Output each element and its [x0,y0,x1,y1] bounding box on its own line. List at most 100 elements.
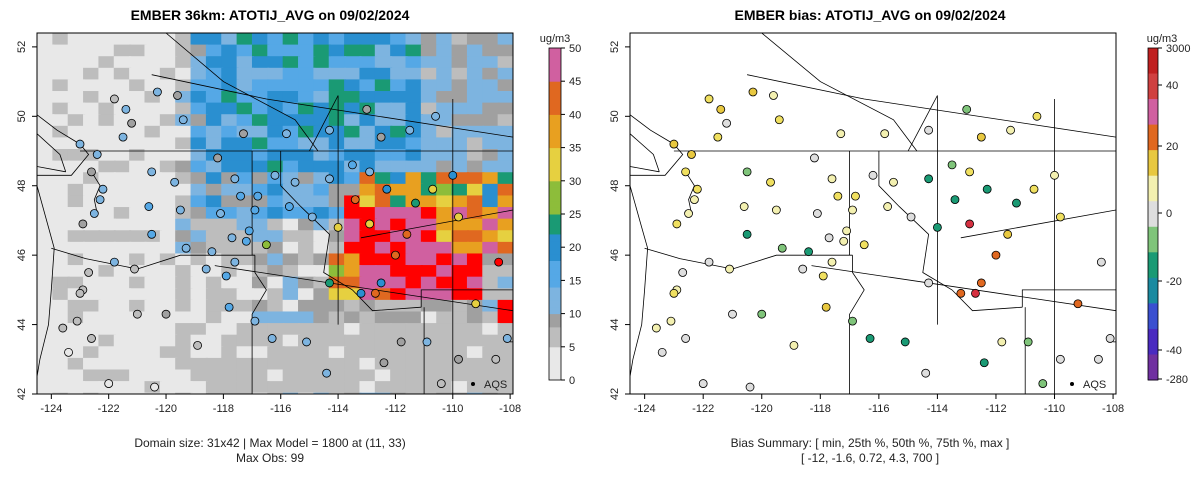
right-colorbar: 3000 40 20 0 -20 -40 -280 [1147,43,1190,386]
left-station-point [230,174,240,184]
heatmap-cell [67,102,86,115]
left-station-point [118,132,128,142]
right-station-point [883,202,893,211]
left-station-point [253,191,263,201]
heatmap-cell [282,392,301,394]
right-station-point [889,177,898,187]
heatmap-cell [313,357,331,371]
heatmap-cell [251,218,270,231]
heatmap-cell [37,207,55,220]
left-station-point [411,198,420,208]
left-station-point [181,243,191,253]
heatmap-cell [451,56,469,69]
heatmap-cell [436,218,454,231]
heatmap-cell [359,381,377,394]
heatmap-cell [359,253,377,266]
heatmap-cell [129,149,147,162]
heatmap-cell [374,195,393,208]
heatmap-cell [52,79,70,92]
heatmap-cell [67,334,86,347]
border-line [685,171,695,214]
heatmap-cell [420,381,439,394]
right-station-point [827,174,837,184]
heatmap-cell [344,137,362,150]
left-colorbar-segment [549,233,561,242]
heatmap-cell [129,288,147,301]
x-tick-label: -122 [692,403,714,415]
heatmap-cell [267,369,285,382]
heatmap-cell [390,265,408,278]
left-colorbar-segment [549,353,561,361]
heatmap-cell [83,392,101,394]
left-colorbar-segment [549,54,561,62]
left-station-point [379,358,389,368]
heatmap-cell [482,33,500,46]
heatmap-cell [236,288,255,301]
heatmap-cell [451,67,469,80]
heatmap-cell [420,357,439,371]
heatmap-cell [466,44,485,57]
heatmap-cell [190,172,208,185]
left-colorbar-segment [549,174,561,182]
left-colorbar-segment [549,127,561,135]
heatmap-cell [344,241,362,254]
heatmap-cell [298,114,316,127]
heatmap-cell [251,114,270,127]
heatmap-cell [466,137,485,150]
heatmap-cell [68,416,85,428]
heatmap-cell [344,67,362,80]
heatmap-cell [313,311,331,324]
heatmap-cell [144,172,162,185]
heatmap-cell [436,230,454,243]
left-colorbar-segment [549,207,561,215]
heatmap-cell [175,404,192,416]
heatmap-cell [190,33,208,46]
left-colorbar-tick-label: 30 [569,176,581,188]
border-line [280,151,422,312]
heatmap-cell [482,125,500,138]
heatmap-cell [328,265,347,278]
heatmap-cell [236,56,255,69]
heatmap-cell [451,125,469,138]
heatmap-cell [328,56,347,69]
heatmap-cell [159,67,178,80]
heatmap-cell [159,299,178,312]
right-station-point [1032,111,1042,121]
heatmap-cell [206,416,223,428]
left-station-point [502,334,512,343]
right-colorbar-segment [1148,73,1158,100]
right-aqs-legend-marker [1070,382,1074,386]
heatmap-cell [175,276,193,289]
heatmap-cell [390,323,408,336]
left-colorbar-segment [549,340,561,348]
left-plot-frame [36,32,514,395]
heatmap-cell [267,323,285,336]
heatmap-cell [390,67,408,80]
left-station-point [436,379,446,388]
heatmap-cell [328,33,347,46]
heatmap-cell [113,265,132,278]
heatmap-cell [497,276,513,289]
right-station-point [971,288,980,298]
heatmap-cell [436,276,454,289]
border-line [907,95,938,152]
left-station-point [72,316,82,326]
heatmap-cell [405,33,423,46]
right-station-point [976,132,986,142]
heatmap-cell [205,195,224,208]
heatmap-cell [497,33,513,46]
heatmap-cell [466,33,485,46]
left-station-point [213,153,223,163]
heatmap-cell [205,183,224,196]
heatmap-cell [390,114,408,127]
heatmap-cell [497,323,513,336]
heatmap-cell [144,276,162,289]
right-station-point [833,191,843,201]
heatmap-cell [451,195,469,208]
heatmap-cell [129,230,147,243]
heatmap-cell [482,207,500,220]
heatmap-cell [298,357,316,371]
heatmap-cell [113,323,132,336]
heatmap-cell [344,114,362,127]
heatmap-cell [159,334,178,347]
